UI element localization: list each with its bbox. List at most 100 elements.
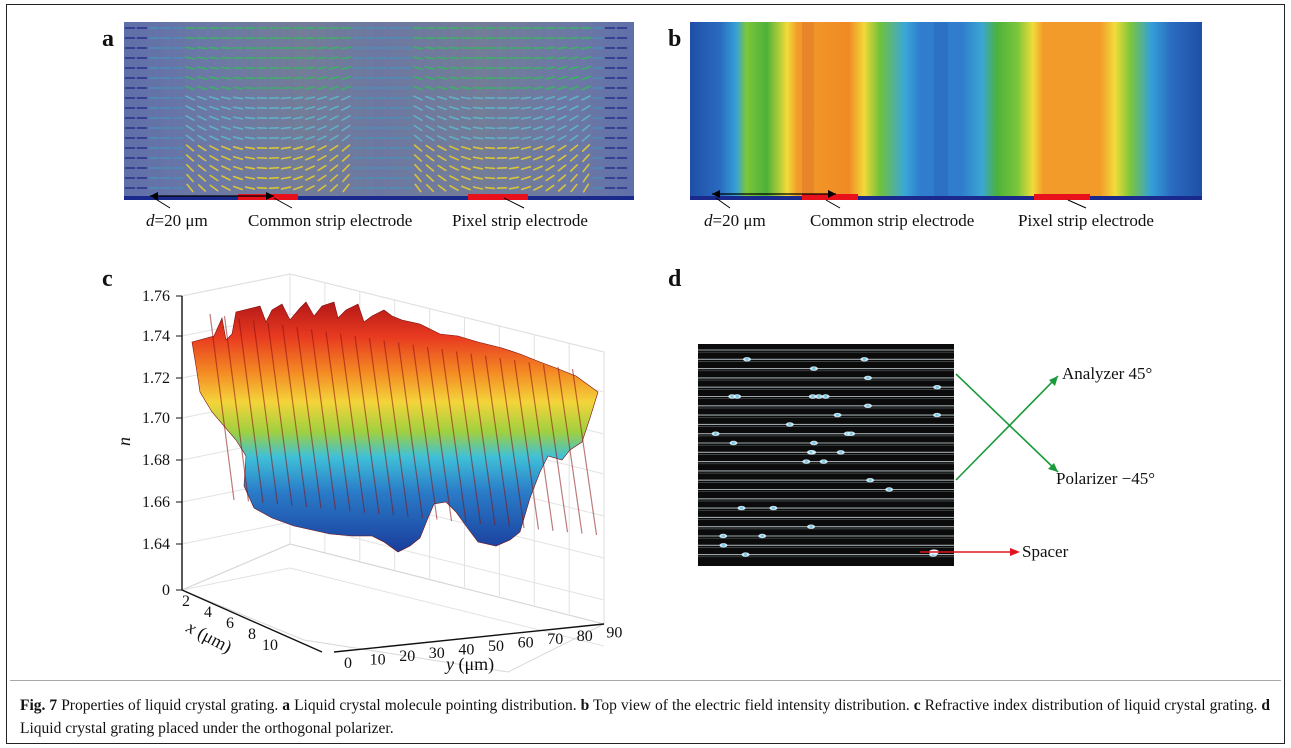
panel-b-common-electrode-label: Common strip electrode <box>810 211 975 230</box>
director-stroke <box>460 66 472 70</box>
director-stroke <box>532 145 544 151</box>
c-n-tick: 1.74 <box>142 328 170 345</box>
director-stroke <box>448 125 460 131</box>
director-stroke <box>244 146 256 150</box>
director-stroke <box>232 175 244 181</box>
director-stroke <box>316 86 328 90</box>
director-stroke <box>532 76 544 80</box>
director-stroke <box>196 56 208 60</box>
director-stroke <box>232 136 244 140</box>
director-stroke <box>544 95 556 101</box>
c-n-tick: 1.76 <box>142 288 170 305</box>
director-stroke <box>460 136 472 140</box>
director-stroke <box>581 144 591 152</box>
d-bright-spot-core <box>721 534 725 538</box>
director-stroke <box>582 153 590 163</box>
director-stroke <box>484 156 496 160</box>
director-stroke <box>508 146 520 150</box>
director-stroke <box>340 85 352 91</box>
director-stroke <box>556 36 568 40</box>
c-surface-rib <box>455 351 482 524</box>
director-stroke <box>232 106 244 110</box>
c-surface-rib <box>296 327 322 509</box>
director-stroke <box>448 115 460 121</box>
c-surface-rib <box>571 368 598 536</box>
d-bright-spot-core <box>868 479 872 482</box>
director-stroke <box>556 76 568 80</box>
c-surface-rib <box>267 322 293 506</box>
director-stroke <box>414 173 422 183</box>
panel-c-y-axis-label: y (μm) <box>444 654 494 675</box>
director-stroke <box>508 176 520 180</box>
director-stroke <box>317 164 327 172</box>
director-stroke <box>544 76 556 80</box>
director-stroke <box>280 106 292 110</box>
c-surface-rib <box>499 357 525 529</box>
c-x-tick: 8 <box>248 626 256 643</box>
director-stroke <box>305 155 315 161</box>
director-stroke <box>569 134 579 142</box>
director-stroke <box>186 164 194 172</box>
figure-frame <box>6 4 1285 744</box>
director-stroke <box>569 164 579 172</box>
director-stroke <box>472 106 484 110</box>
director-stroke <box>196 66 208 70</box>
figure-caption: Fig. 7 Properties of liquid crystal grat… <box>20 697 1270 737</box>
director-stroke <box>448 135 460 141</box>
c-surface-rib <box>426 346 453 522</box>
director-stroke <box>425 115 435 121</box>
director-stroke <box>557 174 567 182</box>
director-stroke <box>413 134 423 142</box>
director-stroke <box>268 186 280 190</box>
director-stroke <box>437 125 447 131</box>
director-stroke <box>449 165 459 171</box>
director-stroke <box>532 116 544 120</box>
director-stroke <box>413 114 423 122</box>
c-x-tick: 4 <box>204 604 212 621</box>
c-y-tick: 20 <box>399 648 415 665</box>
director-stroke <box>341 114 351 122</box>
c-y-tick: 0 <box>344 655 352 672</box>
director-stroke <box>472 126 484 130</box>
director-stroke <box>342 173 350 183</box>
director-stroke <box>304 125 316 131</box>
director-stroke <box>412 85 424 91</box>
director-stroke <box>292 146 304 150</box>
spacer-label: Spacer <box>1022 542 1069 561</box>
director-stroke <box>280 96 292 100</box>
director-stroke <box>292 155 304 161</box>
d-bright-spot-core <box>771 506 776 510</box>
director-stroke <box>532 135 544 141</box>
director-stroke <box>340 66 352 70</box>
director-stroke <box>532 66 544 70</box>
director-stroke <box>472 76 484 80</box>
director-stroke <box>280 186 292 190</box>
director-stroke <box>557 144 567 152</box>
panel-a-director-field <box>124 22 634 209</box>
director-stroke <box>412 56 424 60</box>
director-stroke <box>292 96 304 100</box>
director-stroke <box>317 145 327 151</box>
director-stroke <box>568 56 580 60</box>
director-stroke <box>208 115 220 121</box>
director-stroke <box>545 174 555 182</box>
director-stroke <box>220 125 232 131</box>
director-stroke <box>484 126 496 130</box>
director-stroke <box>436 86 448 90</box>
director-stroke <box>196 36 208 40</box>
director-stroke <box>532 96 544 100</box>
c-surface-rib <box>557 366 583 534</box>
panel-c-label: c <box>102 266 113 292</box>
director-stroke <box>256 186 268 190</box>
c-x-tick: 2 <box>182 593 190 610</box>
director-stroke <box>305 185 315 191</box>
director-stroke <box>580 36 592 40</box>
c-y-tick: 60 <box>518 635 534 652</box>
c-surface-rib <box>209 313 235 501</box>
director-stroke <box>484 186 496 190</box>
director-stroke <box>292 116 304 120</box>
director-stroke <box>520 185 532 191</box>
director-stroke <box>244 76 256 80</box>
director-stroke <box>413 105 423 111</box>
director-stroke <box>220 56 232 60</box>
